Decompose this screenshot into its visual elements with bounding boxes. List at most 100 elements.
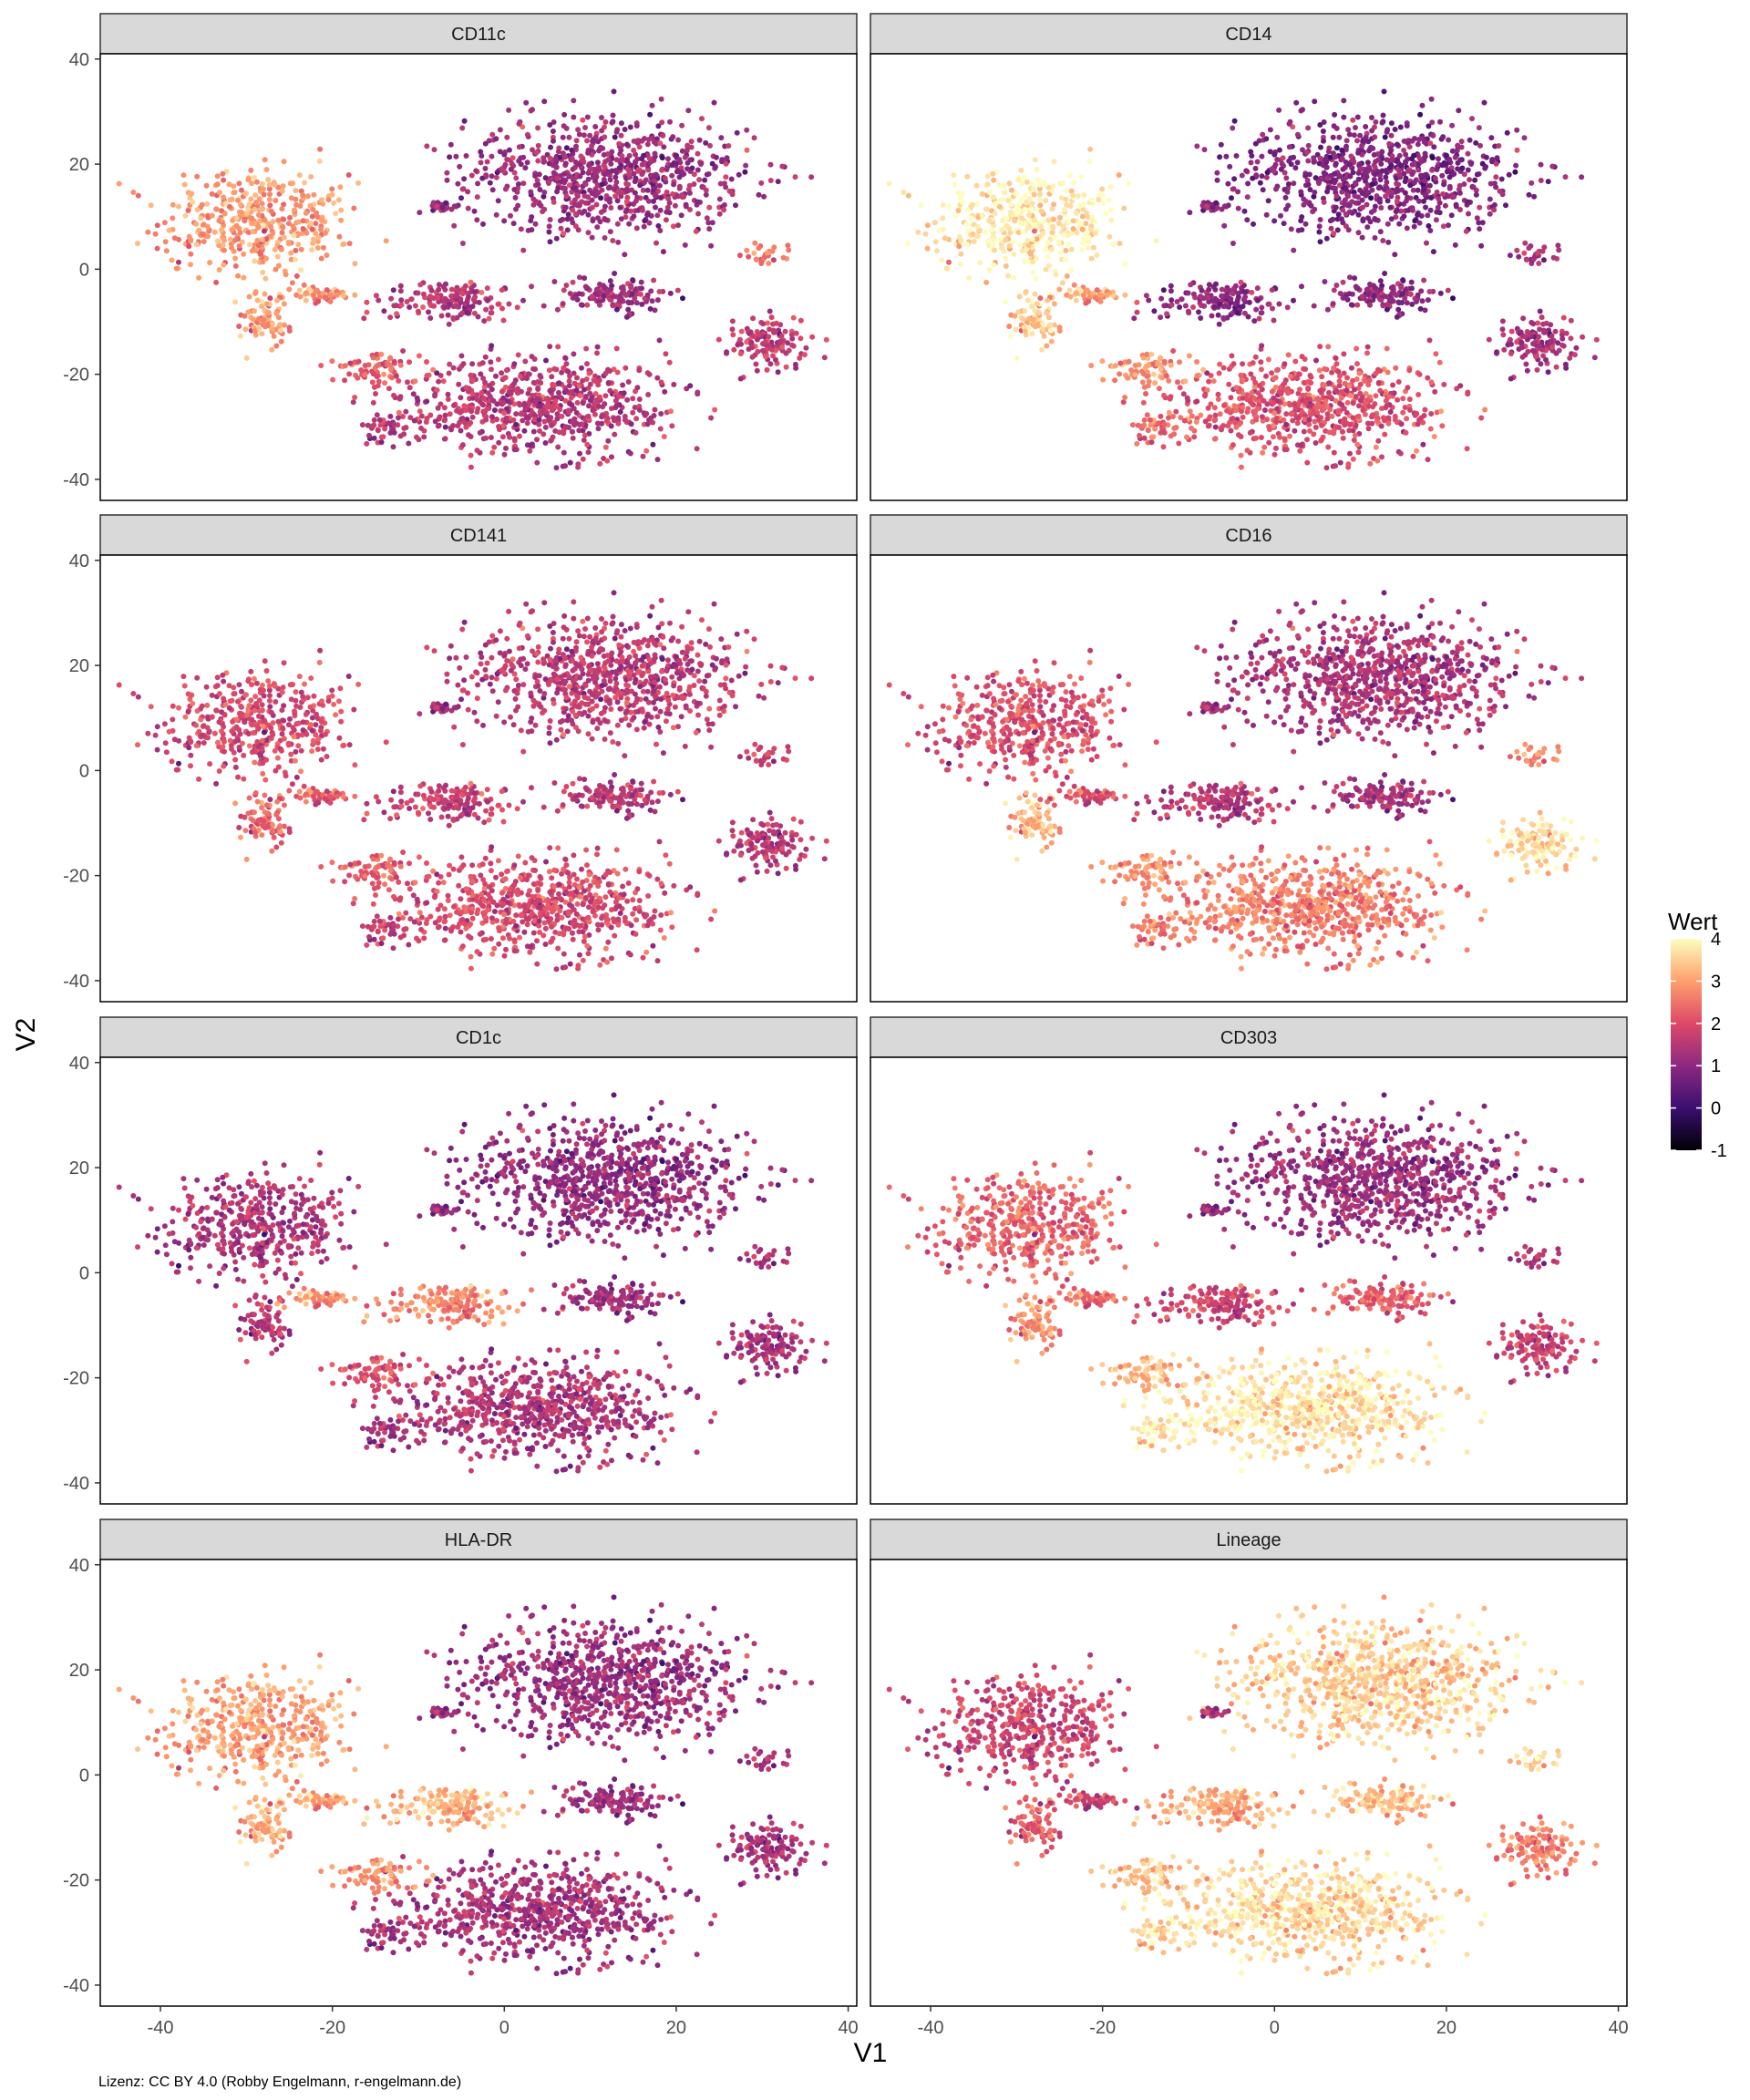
scatter-point (1033, 275, 1039, 282)
scatter-point (253, 200, 260, 206)
scatter-point (575, 127, 582, 133)
scatter-point (1348, 153, 1354, 160)
scatter-point (216, 267, 222, 273)
scatter-point (407, 359, 412, 365)
scatter-point (1474, 215, 1480, 221)
scatter-point (1499, 326, 1506, 333)
scatter-point (1228, 296, 1234, 303)
scatter-point (584, 441, 591, 448)
scatter-point (1311, 155, 1317, 161)
scatter-point (293, 188, 299, 194)
scatter-point (288, 250, 294, 256)
scatter-point (370, 371, 376, 377)
scatter-point (235, 197, 241, 203)
scatter-point (1242, 289, 1248, 295)
scatter-point (393, 373, 399, 379)
scatter-point (215, 238, 221, 244)
scatter-point (624, 188, 631, 193)
scatter-point (462, 419, 468, 426)
scatter-point (1335, 211, 1342, 218)
scatter-point (411, 417, 417, 424)
scatter-point (1380, 112, 1386, 118)
scatter-point (789, 335, 796, 342)
scatter-point (239, 187, 244, 193)
scatter-point (558, 225, 564, 232)
scatter-point (1240, 304, 1246, 310)
scatter-point (599, 187, 605, 193)
scatter-point (1093, 230, 1098, 236)
scatter-point (1441, 381, 1447, 387)
scatter-point (581, 132, 587, 139)
scatter-point (488, 359, 494, 365)
scatter-point (625, 167, 632, 173)
scatter-point (1234, 299, 1240, 305)
scatter-point (1406, 144, 1413, 150)
scatter-point (182, 212, 189, 219)
scatter-point (523, 99, 530, 106)
scatter-point (536, 171, 542, 178)
scatter-point (1051, 301, 1057, 307)
scatter-point (390, 287, 396, 293)
scatter-point (645, 167, 652, 173)
scatter-point (1240, 377, 1246, 384)
scatter-point (618, 162, 624, 169)
scatter-point (1282, 386, 1289, 393)
scatter-point (686, 190, 693, 196)
scatter-point (489, 449, 496, 456)
scatter-point (221, 177, 227, 183)
scatter-point (1404, 416, 1410, 422)
scatter-point (324, 252, 330, 258)
scatter-point (565, 368, 571, 375)
scatter-point (1070, 192, 1076, 199)
scatter-point (1078, 221, 1085, 227)
scatter-point (1380, 303, 1386, 309)
scatter-point (1107, 233, 1113, 240)
scatter-point (1395, 396, 1401, 403)
scatter-point (423, 419, 429, 425)
scatter-point (703, 139, 709, 146)
scatter-point (567, 291, 573, 296)
scatter-point (506, 301, 512, 307)
scatter-point (1311, 303, 1317, 309)
scatter-point (1320, 162, 1326, 169)
scatter-point (547, 217, 553, 222)
scatter-point (386, 386, 392, 392)
scatter-point (569, 402, 575, 408)
scatter-point (451, 402, 457, 408)
scatter-point (1257, 180, 1263, 186)
scatter-point (436, 286, 442, 293)
scatter-point (1369, 128, 1375, 134)
scatter-point (1356, 370, 1363, 376)
scatter-point (1084, 210, 1090, 216)
scatter-point (1339, 156, 1345, 162)
scatter-point (627, 450, 633, 457)
scatter-point (245, 206, 252, 212)
scatter-point (782, 328, 788, 335)
scatter-point (623, 365, 629, 371)
scatter-point (1040, 326, 1046, 333)
scatter-point (388, 295, 395, 302)
scatter-point (664, 167, 670, 172)
scatter-point (640, 207, 645, 213)
scatter-point (623, 214, 629, 221)
scatter-point (551, 119, 557, 125)
scatter-point (1269, 166, 1275, 172)
scatter-point (1398, 162, 1405, 169)
scatter-point (371, 384, 377, 390)
scatter-point (261, 186, 266, 192)
scatter-point (1530, 321, 1537, 327)
scatter-point (329, 186, 335, 192)
scatter-point (281, 234, 287, 241)
scatter-point (1373, 370, 1379, 376)
scatter-point (1182, 303, 1189, 309)
scatter-point (424, 373, 430, 379)
scatter-point (424, 359, 429, 365)
scatter-point (751, 250, 757, 256)
scatter-point (1339, 147, 1345, 153)
scatter-point (1029, 236, 1035, 242)
scatter-point (599, 128, 605, 134)
scatter-point (1372, 401, 1378, 407)
scatter-point (1024, 297, 1031, 304)
scatter-point (1377, 229, 1384, 235)
scatter-point (1253, 172, 1260, 179)
